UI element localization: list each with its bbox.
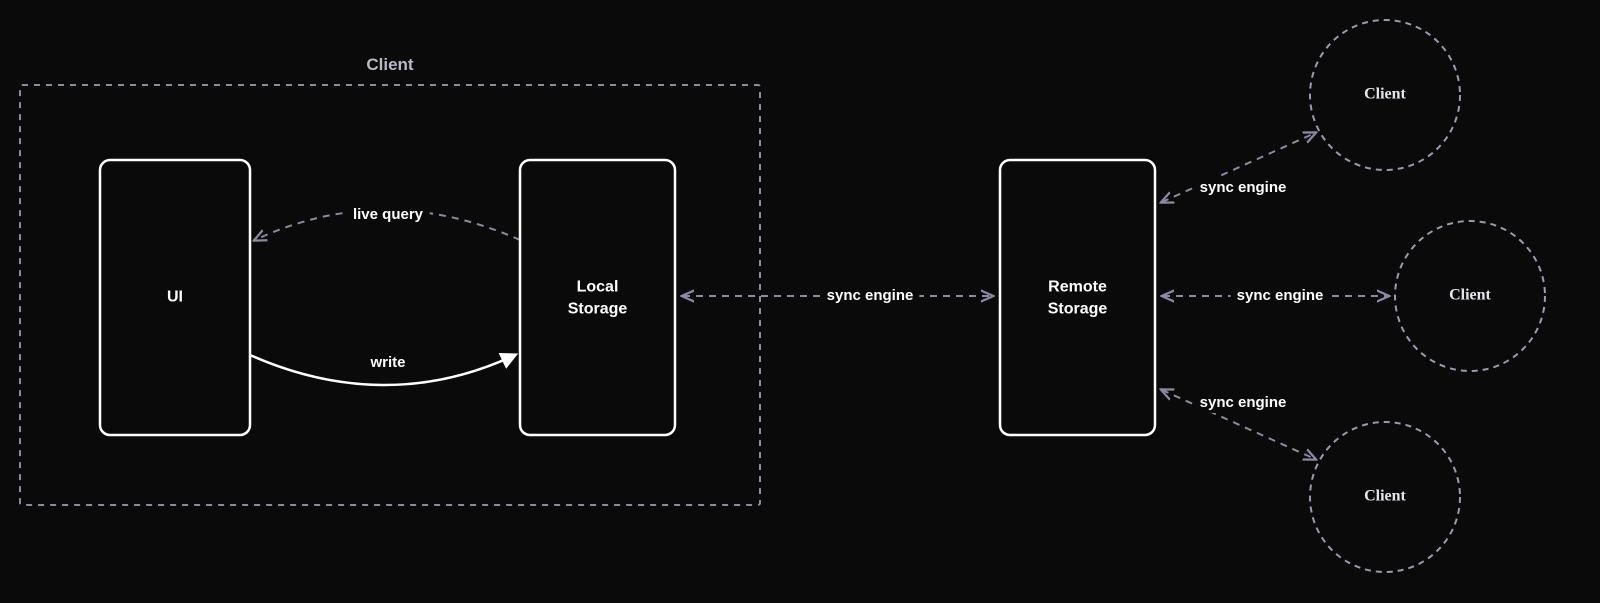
client-group-label: Client	[366, 55, 414, 74]
node-remote	[1000, 160, 1155, 435]
edge-label-sync_a: sync engine	[1200, 179, 1287, 196]
edge-label-write: write	[369, 354, 405, 371]
node-label-client_b: Client	[1449, 287, 1491, 304]
node-label-local-1: Local	[577, 279, 619, 296]
edge-label-live_query: live query	[353, 206, 424, 223]
node-label-remote-2: Storage	[1048, 301, 1108, 318]
edge-label-sync_main: sync engine	[827, 287, 914, 304]
edge-label-sync_c: sync engine	[1200, 394, 1287, 411]
edge-label-sync_b: sync engine	[1237, 287, 1324, 304]
node-local	[520, 160, 675, 435]
node-label-ui: UI	[167, 289, 183, 306]
node-label-client_a: Client	[1364, 86, 1406, 103]
node-label-remote-1: Remote	[1048, 279, 1107, 296]
node-label-local-2: Storage	[568, 301, 628, 318]
edges-layer: live query write sync engine sync engine syn…	[250, 133, 1388, 459]
architecture-diagram: Client live query write sync engine sync en…	[0, 0, 1600, 603]
node-label-client_c: Client	[1364, 488, 1406, 505]
